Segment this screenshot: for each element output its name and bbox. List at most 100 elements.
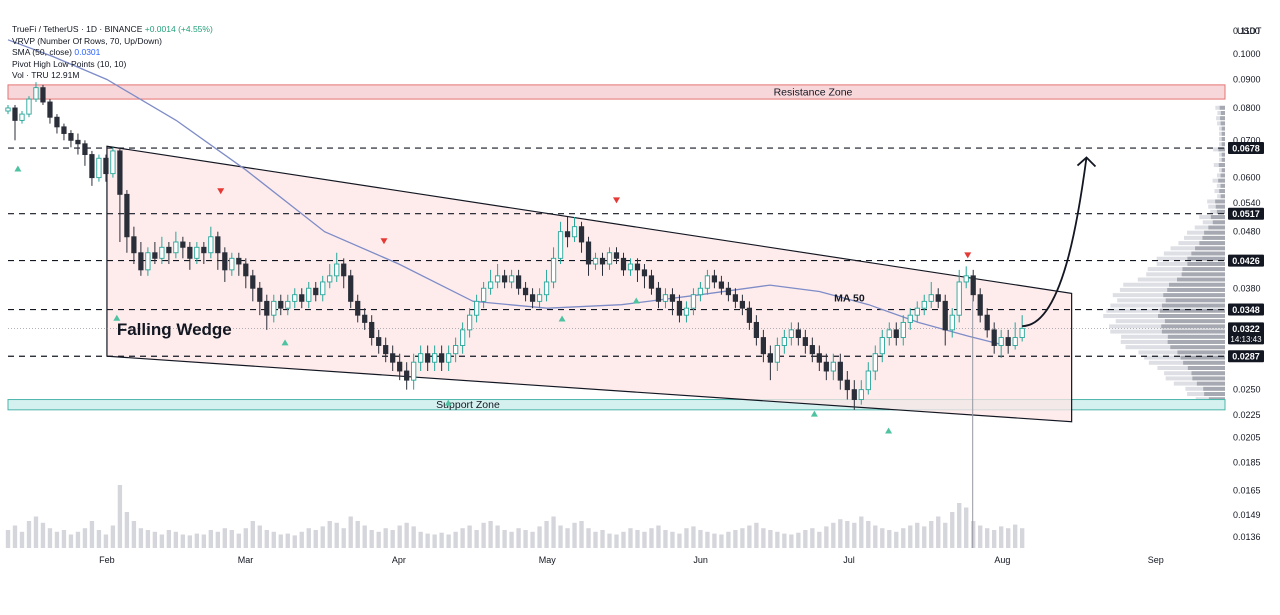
volume-bar — [929, 521, 933, 548]
volume-bar — [1020, 528, 1024, 548]
volume-bar — [258, 526, 262, 549]
y-tick-label: 0.0165 — [1233, 485, 1261, 495]
volume-bar — [908, 526, 912, 549]
volume-bar — [328, 521, 332, 548]
volume-bar — [48, 528, 52, 548]
candle — [768, 354, 772, 362]
volume-profile-bar-dark — [1161, 324, 1225, 328]
volume-bar — [300, 532, 304, 548]
volume-profile-bar-dark — [1213, 220, 1225, 224]
candle — [614, 253, 618, 259]
volume-profile-bar-dark — [1221, 121, 1225, 125]
volume-bar — [314, 530, 318, 548]
candle — [789, 330, 793, 338]
volume-bar — [649, 528, 653, 548]
legend-pivot[interactable]: Pivot High Low Points (10, 10) — [12, 59, 213, 71]
volume-profile-bar-dark — [1163, 293, 1225, 297]
volume-profile-bar-dark — [1221, 194, 1225, 198]
volume-bar — [377, 532, 381, 548]
candle — [838, 362, 842, 380]
volume-bar — [894, 532, 898, 548]
volume-bar — [202, 535, 206, 549]
volume-bar — [286, 534, 290, 548]
candle — [370, 322, 374, 337]
volume-profile-bar-dark — [1158, 314, 1225, 318]
candle — [642, 270, 646, 276]
resistance-zone[interactable] — [8, 85, 1225, 99]
candle — [286, 301, 290, 308]
volume-bar — [621, 532, 625, 548]
volume-bar — [467, 526, 471, 549]
candle — [691, 295, 695, 308]
candle — [894, 330, 898, 338]
volume-bar — [251, 521, 255, 548]
legend-symbol-row[interactable]: TrueFi / TetherUS · 1D · BINANCE +0.0014… — [12, 24, 213, 36]
volume-bar — [530, 532, 534, 548]
candle — [649, 276, 653, 288]
volume-bar — [719, 535, 723, 549]
candle — [356, 301, 360, 315]
candle — [719, 282, 723, 288]
candle — [167, 247, 171, 252]
candle — [747, 308, 751, 322]
volume-profile-bar-dark — [1202, 236, 1225, 240]
candle — [349, 276, 353, 302]
volume-bar — [824, 526, 828, 548]
candle — [740, 301, 744, 308]
candle — [593, 258, 597, 264]
candle — [335, 264, 339, 276]
candle — [992, 330, 996, 346]
candle — [188, 247, 192, 258]
volume-profile-bar-dark — [1192, 376, 1225, 380]
volume-bar — [432, 535, 436, 549]
candle — [761, 338, 765, 354]
volume-bar — [698, 530, 702, 548]
volume-bar — [992, 530, 996, 548]
candle — [34, 88, 38, 99]
volume-bar — [733, 530, 737, 548]
volume-profile-bar-dark — [1195, 246, 1225, 250]
candle — [845, 380, 849, 389]
y-tick-label: 0.0600 — [1233, 173, 1261, 183]
y-tick-label: 0.0900 — [1233, 74, 1261, 84]
legend-vrvp[interactable]: VRVP (Number Of Rows, 70, Up/Down) — [12, 36, 213, 48]
price-label-text: 0.0517 — [1232, 209, 1260, 219]
price-axis[interactable]: USDT0.1100 0.1000 0.0900 0.0800 0.0700 0.0600… — [1233, 26, 1262, 542]
candle — [27, 99, 31, 114]
legend-volume[interactable]: Vol · TRU 12.91M — [12, 70, 213, 82]
candle — [908, 315, 912, 322]
candle — [258, 288, 262, 301]
candle — [600, 258, 604, 264]
volume-bar — [873, 526, 877, 549]
candle — [999, 338, 1003, 346]
volume-profile-bar-dark — [1220, 116, 1225, 120]
candle — [803, 338, 807, 346]
candle — [1006, 338, 1010, 346]
x-tick-label: Apr — [392, 555, 406, 565]
candle — [775, 345, 779, 362]
candle — [209, 237, 213, 253]
volume-bar — [887, 530, 891, 548]
candle — [733, 295, 737, 302]
candle — [621, 258, 625, 270]
x-tick-label: Feb — [99, 555, 115, 565]
candle — [880, 338, 884, 354]
volume-bar — [509, 532, 513, 548]
volume-profile-bar-dark — [1187, 262, 1225, 266]
volume-bar — [13, 526, 17, 549]
candle — [530, 295, 534, 302]
volume-bar — [118, 485, 122, 548]
volume-bar — [523, 530, 527, 548]
x-tick-label: Mar — [238, 555, 254, 565]
volume-bar — [516, 528, 520, 548]
candle — [544, 282, 548, 295]
volume-bar — [768, 530, 772, 548]
candle — [754, 322, 758, 337]
candle — [432, 354, 436, 362]
volume-profile-bar-dark — [1197, 382, 1225, 386]
y-tick-label: 0.1100 — [1233, 26, 1260, 36]
candle — [474, 301, 478, 315]
legend-sma[interactable]: SMA (50, close) 0.0301 — [12, 47, 213, 59]
